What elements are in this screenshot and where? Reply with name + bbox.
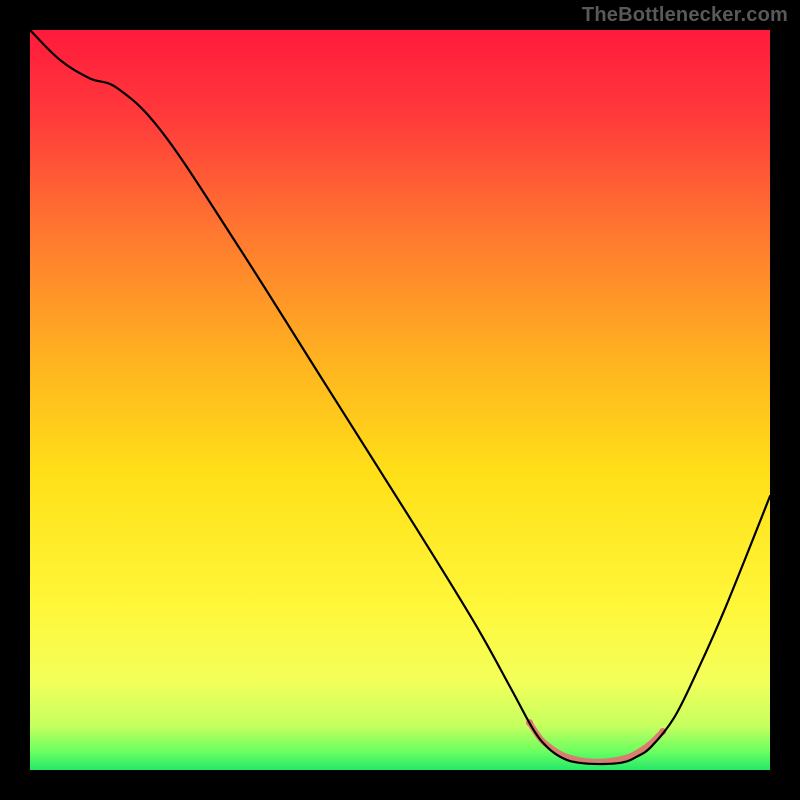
chart-frame: TheBottlenecker.com — [0, 0, 800, 800]
watermark-text: TheBottlenecker.com — [582, 4, 788, 27]
bottleneck-chart — [30, 30, 770, 770]
plot-background — [30, 30, 770, 770]
